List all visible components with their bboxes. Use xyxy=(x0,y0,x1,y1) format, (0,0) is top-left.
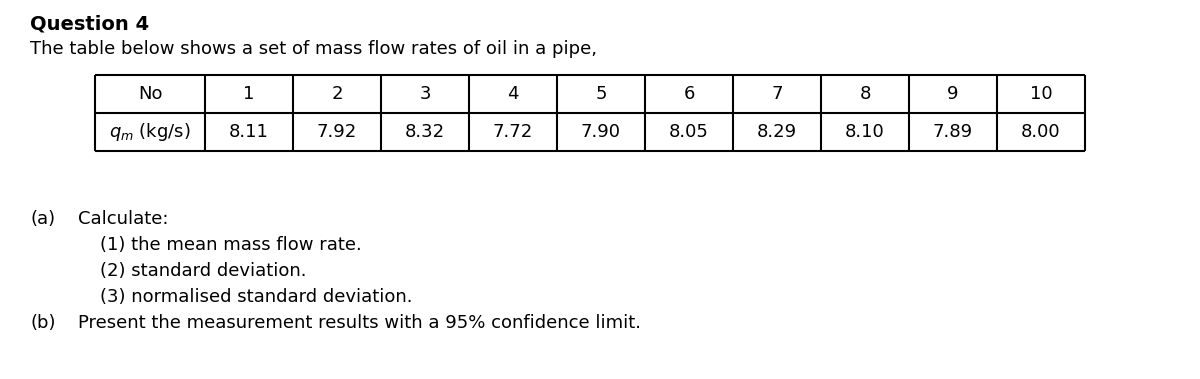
Text: 8.10: 8.10 xyxy=(845,123,884,141)
Text: 5: 5 xyxy=(595,85,607,103)
Text: 1: 1 xyxy=(244,85,254,103)
Text: 7: 7 xyxy=(772,85,782,103)
Text: 7.90: 7.90 xyxy=(581,123,622,141)
Text: 8.32: 8.32 xyxy=(404,123,445,141)
Text: (b): (b) xyxy=(30,314,55,332)
Text: 2: 2 xyxy=(331,85,343,103)
Text: 8.00: 8.00 xyxy=(1021,123,1061,141)
Text: (1) the mean mass flow rate.: (1) the mean mass flow rate. xyxy=(100,236,361,254)
Text: (3) normalised standard deviation.: (3) normalised standard deviation. xyxy=(100,288,413,306)
Text: 6: 6 xyxy=(683,85,695,103)
Text: 3: 3 xyxy=(419,85,431,103)
Text: (a): (a) xyxy=(30,210,55,228)
Text: 8.05: 8.05 xyxy=(670,123,709,141)
Text: Calculate:: Calculate: xyxy=(78,210,168,228)
Text: 8.11: 8.11 xyxy=(229,123,269,141)
Text: 8: 8 xyxy=(859,85,871,103)
Text: 7.92: 7.92 xyxy=(317,123,358,141)
Text: Present the measurement results with a 95% confidence limit.: Present the measurement results with a 9… xyxy=(78,314,641,332)
Text: Question 4: Question 4 xyxy=(30,14,149,33)
Text: 7.72: 7.72 xyxy=(493,123,533,141)
Text: 7.89: 7.89 xyxy=(932,123,973,141)
Text: 10: 10 xyxy=(1030,85,1052,103)
Text: 9: 9 xyxy=(947,85,959,103)
Text: 8.29: 8.29 xyxy=(757,123,797,141)
Text: (2) standard deviation.: (2) standard deviation. xyxy=(100,262,306,280)
Text: The table below shows a set of mass flow rates of oil in a pipe,: The table below shows a set of mass flow… xyxy=(30,40,598,58)
Text: No: No xyxy=(138,85,162,103)
Text: $q_m$ (kg/s): $q_m$ (kg/s) xyxy=(109,121,191,143)
Text: 4: 4 xyxy=(508,85,518,103)
